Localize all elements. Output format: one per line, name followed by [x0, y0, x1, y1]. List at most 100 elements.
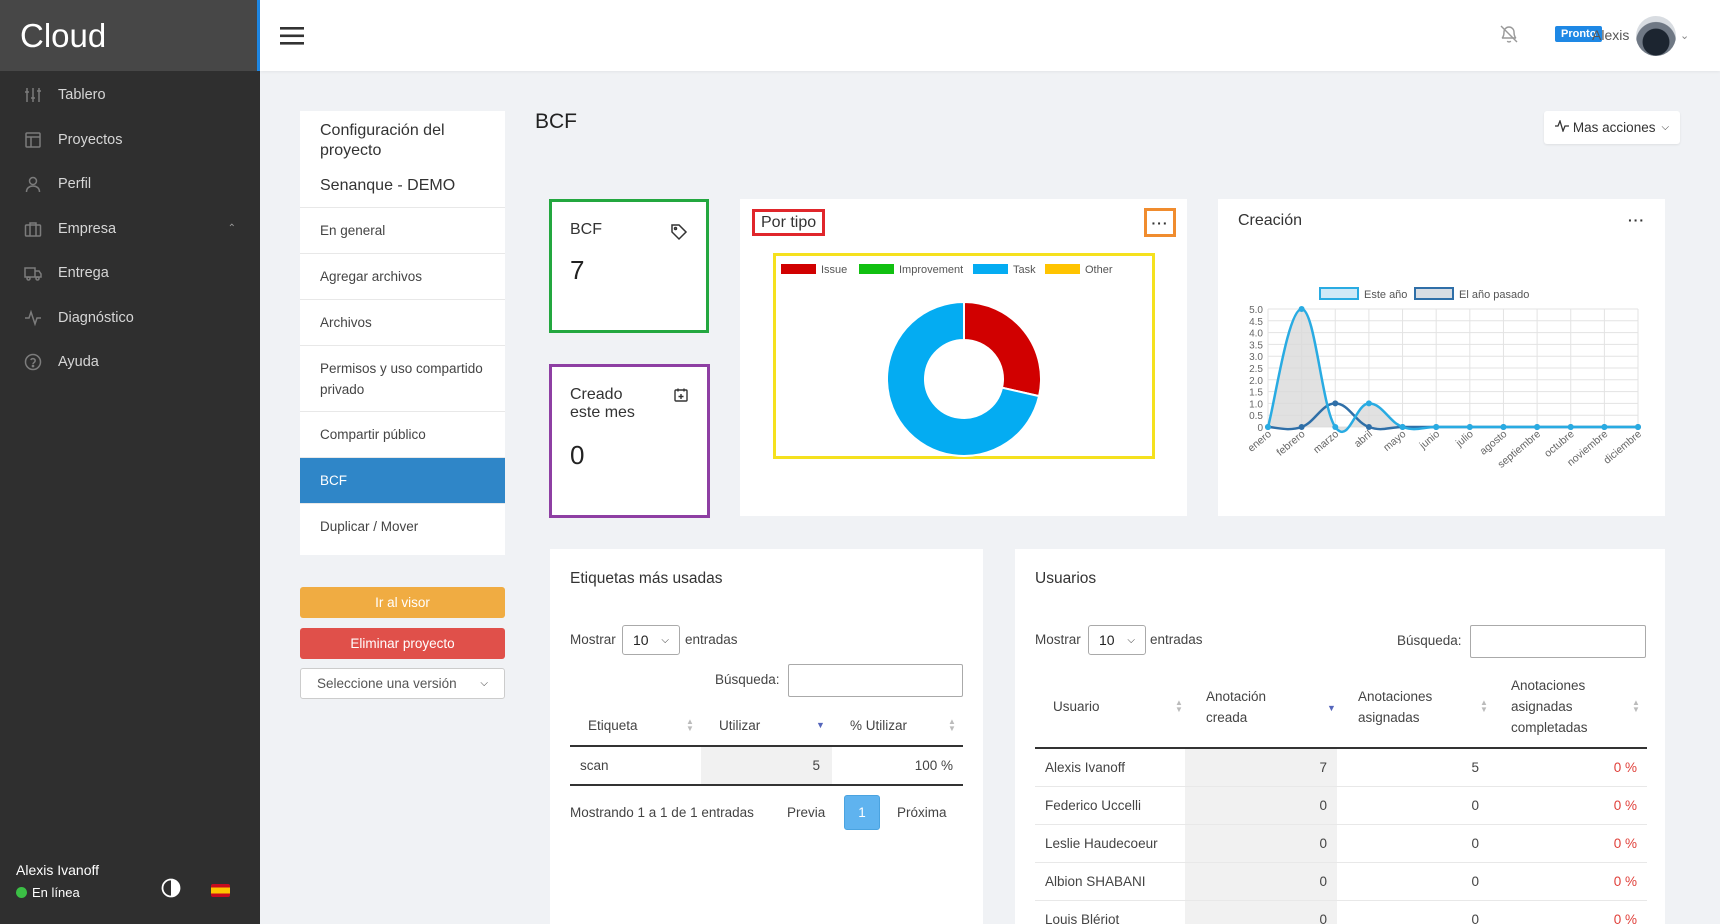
- col-usuario[interactable]: Usuario: [1053, 699, 1100, 714]
- y-tick-label: 2.5: [1249, 364, 1263, 375]
- data-point: [1500, 424, 1507, 430]
- table-row[interactable]: Federico Uccelli 0 0 0 %: [1035, 787, 1647, 825]
- sidebar-item-label: Ayuda: [58, 354, 99, 371]
- tags-title: Etiquetas más usadas: [570, 570, 723, 587]
- table-header-rule: [1035, 747, 1647, 749]
- col-etiqueta[interactable]: Etiqueta: [588, 718, 638, 733]
- by-type-menu-button[interactable]: ···: [1144, 208, 1176, 237]
- col-pct-utilizar[interactable]: % Utilizar: [850, 718, 908, 733]
- table-row[interactable]: Leslie Haudecoeur 0 0 0 %: [1035, 825, 1647, 863]
- cell-created: 7: [1185, 749, 1337, 786]
- data-point: [1332, 400, 1339, 407]
- table-row[interactable]: Alexis Ivanoff 7 5 0 %: [1035, 749, 1647, 787]
- cell-completed-pct: 0 %: [1613, 874, 1637, 889]
- prev-page-button[interactable]: Previa: [787, 805, 826, 820]
- legend-label: Issue: [821, 264, 847, 276]
- legend-label: Este año: [1364, 289, 1407, 301]
- app-logo[interactable]: Cloud: [0, 0, 260, 71]
- x-tick-label: febrero: [1274, 428, 1307, 459]
- legend-label: Other: [1085, 264, 1113, 276]
- sidebar-item-proyectos[interactable]: Proyectos: [0, 118, 260, 163]
- calendar-plus-icon: [673, 387, 689, 406]
- chart-highlight-frame: [773, 253, 1155, 459]
- bell-off-icon[interactable]: [1499, 24, 1519, 47]
- version-select[interactable]: Seleccione una versión ⌵: [300, 668, 505, 699]
- chevron-down-icon[interactable]: ⌄: [1680, 30, 1690, 42]
- sort-icon[interactable]: ▲ ▼: [686, 717, 694, 733]
- creation-menu-button[interactable]: ···: [1628, 212, 1645, 228]
- topbar-user-name[interactable]: Alexis: [1592, 27, 1630, 43]
- spain-flag-icon[interactable]: [211, 884, 230, 897]
- sidebar-item-empresa[interactable]: Empresa ⌃: [0, 207, 260, 252]
- menu-item-files[interactable]: Archivos: [300, 299, 505, 345]
- sidebar-item-label: Empresa: [58, 220, 117, 237]
- go-to-viewer-button[interactable]: Ir al visor: [300, 587, 505, 618]
- users-page-size-select[interactable]: 10 ⌵: [1088, 625, 1146, 655]
- more-actions-button[interactable]: Mas acciones ⌵: [1544, 111, 1680, 144]
- online-dot-icon: [16, 887, 27, 898]
- users-search-input[interactable]: [1470, 625, 1646, 658]
- next-page-button[interactable]: Próxima: [897, 805, 947, 820]
- col-utilizar[interactable]: Utilizar: [719, 718, 761, 733]
- tags-page-size-select[interactable]: 10 ⌵: [622, 625, 680, 655]
- activity-icon: [1554, 119, 1569, 135]
- contrast-icon[interactable]: [161, 878, 181, 901]
- sidebar-item-ayuda[interactable]: Ayuda: [0, 340, 260, 385]
- activity-icon: [24, 309, 42, 327]
- users-card: Usuarios Mostrar 10 ⌵ entradas Búsqueda: …: [1015, 549, 1665, 924]
- cell-created: 0: [1185, 901, 1337, 924]
- legend-label: Improvement: [899, 264, 963, 276]
- sidebar-item-diagnostico[interactable]: Diagnóstico: [0, 296, 260, 341]
- table-row[interactable]: Louis Blériot 0 0 0 %: [1035, 901, 1647, 924]
- created-this-month-card: Creado este mes 0: [549, 364, 710, 518]
- sidebar-item-label: Proyectos: [58, 131, 123, 148]
- legend-swatch: [1319, 287, 1359, 300]
- series-area: [1268, 309, 1638, 432]
- hamburger-menu-icon[interactable]: [280, 26, 306, 49]
- cell-completed-pct: 0 %: [1613, 798, 1637, 813]
- page-1-button[interactable]: 1: [844, 795, 880, 830]
- page-title: BCF: [535, 110, 577, 133]
- sort-icon[interactable]: ▲ ▼: [948, 717, 956, 733]
- menu-item-add-files[interactable]: Agregar archivos: [300, 253, 505, 299]
- sort-icon[interactable]: ▲ ▼: [1480, 698, 1488, 714]
- sidebar-item-perfil[interactable]: Perfil: [0, 162, 260, 207]
- data-point: [1601, 424, 1608, 430]
- sidebar-item-tablero[interactable]: Tablero: [0, 73, 260, 118]
- table-row[interactable]: scan 5 100 %: [570, 747, 963, 786]
- data-point: [1399, 424, 1406, 430]
- menu-item-public-share[interactable]: Compartir público: [300, 411, 505, 457]
- by-type-title: Por tipo: [752, 209, 826, 236]
- users-search-label: Búsqueda:: [1397, 633, 1462, 648]
- sidebar-item-entrega[interactable]: Entrega: [0, 251, 260, 296]
- x-tick-label: abril: [1352, 428, 1375, 450]
- panel-title: Configuración del proyecto: [320, 122, 445, 159]
- sort-desc-icon[interactable]: ▼: [816, 720, 825, 730]
- creation-chart-card: Creación ··· Este año El año pasado 0 0.5 1.…: [1218, 199, 1665, 516]
- app-title: Cloud: [20, 16, 107, 54]
- x-tick-label: marzo: [1311, 428, 1341, 456]
- tags-search-input[interactable]: [788, 664, 963, 697]
- created-this-month-label: Creado este mes: [570, 386, 635, 422]
- menu-item-bcf[interactable]: BCF: [300, 457, 505, 503]
- delete-project-button[interactable]: Eliminar proyecto: [300, 628, 505, 659]
- table-row[interactable]: Albion SHABANI 0 0 0 %: [1035, 863, 1647, 901]
- col-anotaciones-asignadas[interactable]: Anotaciones asignadas: [1358, 689, 1433, 725]
- menu-item-duplicate-move[interactable]: Duplicar / Mover: [300, 503, 505, 549]
- menu-item-general[interactable]: En general: [300, 207, 505, 253]
- sort-icon[interactable]: ▲ ▼: [1632, 698, 1640, 714]
- sort-desc-icon[interactable]: ▼: [1327, 703, 1336, 713]
- y-tick-label: 0: [1257, 423, 1263, 434]
- cell-user: Leslie Haudecoeur: [1045, 836, 1158, 851]
- data-point: [1365, 400, 1372, 407]
- col-anotacion-creada[interactable]: Anotación creada: [1206, 689, 1267, 725]
- cell-assigned: 0: [1471, 874, 1479, 889]
- col-completadas[interactable]: Anotaciones asignadas completadas: [1511, 678, 1588, 735]
- bcf-count-label: BCF: [570, 221, 602, 238]
- avatar[interactable]: [1636, 16, 1676, 56]
- sort-icon[interactable]: ▲ ▼: [1175, 698, 1183, 714]
- help-circle-icon: [24, 353, 42, 371]
- cell-pct: 100 %: [914, 758, 953, 773]
- bcf-count-card: BCF 7: [549, 199, 709, 333]
- menu-item-permissions[interactable]: Permisos y uso compartido privado: [300, 345, 505, 411]
